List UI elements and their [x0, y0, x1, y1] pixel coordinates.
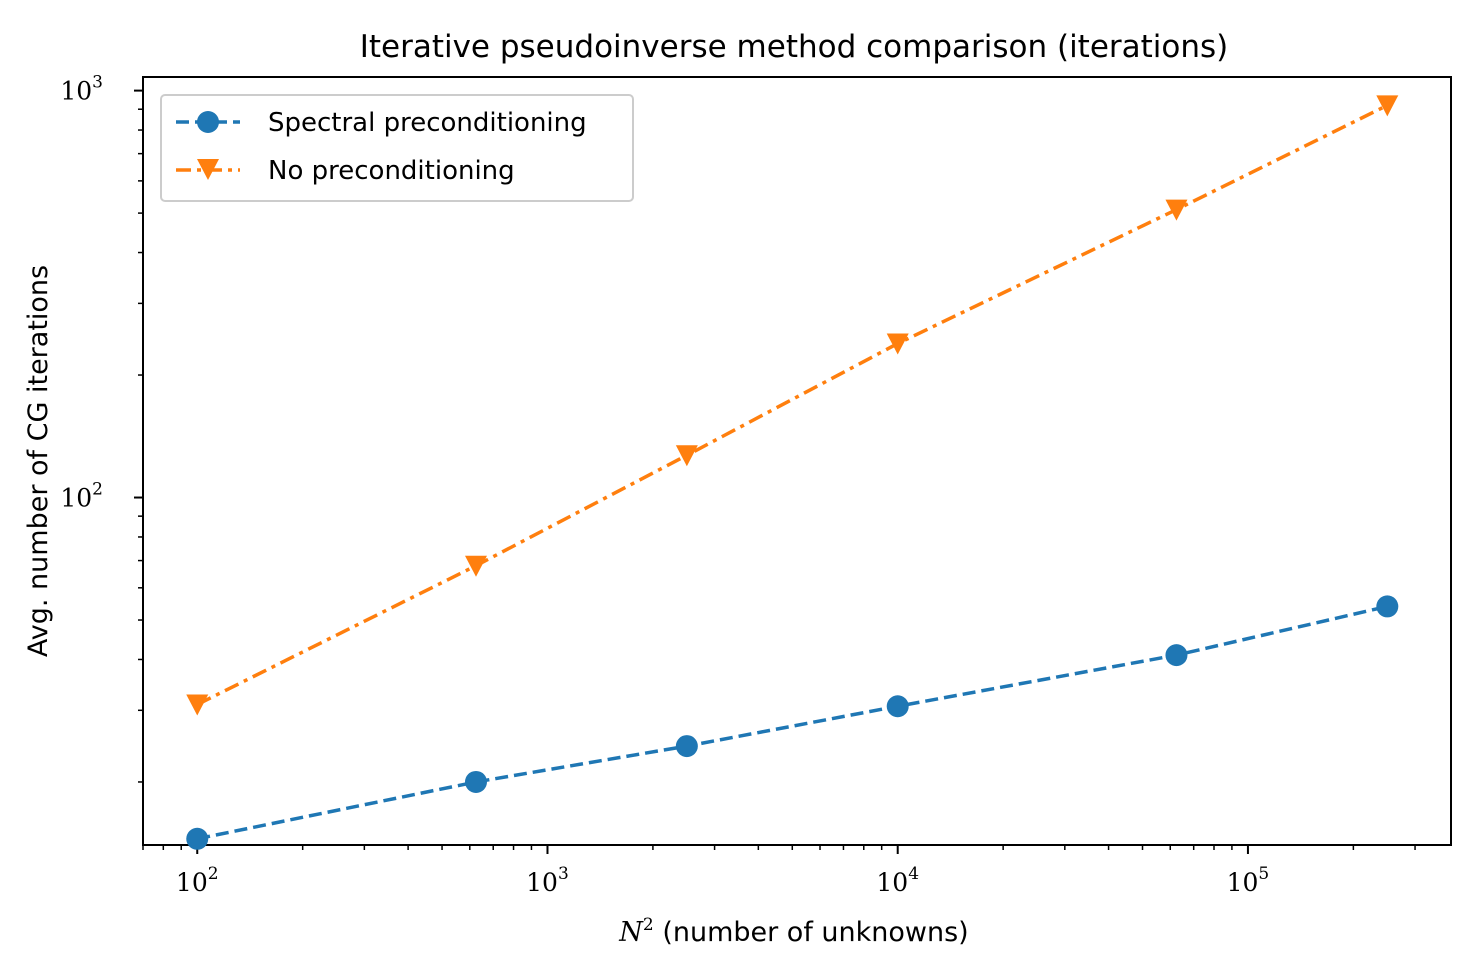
x-tick-label-exponent: 3	[558, 864, 569, 884]
legend-label-no-preconditioning: No preconditioning	[268, 156, 515, 186]
x-axis-label: N2 (number of unknowns)	[618, 915, 968, 948]
x-tick-label: 104	[876, 864, 919, 897]
x-axis-label-text: (number of unknowns)	[654, 917, 969, 948]
x-axis-ticks: 102 103 104 105	[142, 845, 1416, 897]
y-tick-label-base: 10	[60, 484, 92, 513]
legend-marker-spectral	[197, 111, 219, 133]
y-axis-label: Avg. number of CG iterations	[23, 265, 54, 657]
x-tick-label: 105	[1227, 864, 1270, 897]
x-tick-label-base: 10	[176, 868, 208, 897]
x-tick-label-exponent: 4	[908, 864, 919, 884]
data-point-series-1	[1376, 95, 1399, 117]
y-tick-label-exponent: 3	[92, 73, 103, 93]
x-tick-label-exponent: 5	[1258, 864, 1269, 884]
x-tick-label-exponent: 2	[208, 864, 219, 884]
x-axis-label-math: N	[618, 917, 644, 948]
chart-title: Iterative pseudoinverse method compariso…	[360, 29, 1229, 65]
series-line-1	[196, 103, 1389, 707]
y-tick-label: 103	[60, 73, 103, 106]
x-tick-label-base: 10	[526, 868, 558, 897]
y-tick-label-exponent: 2	[92, 480, 103, 500]
plot-area	[142, 76, 1452, 846]
data-point-series-1	[186, 694, 209, 716]
x-tick-label: 103	[526, 864, 569, 897]
series-layer	[186, 95, 1399, 850]
data-point-series-1	[886, 333, 909, 355]
y-tick-label-base: 10	[60, 77, 92, 106]
data-point-series-0	[1165, 644, 1188, 667]
data-point-series-1	[464, 555, 487, 577]
x-tick-label-base: 10	[1227, 868, 1259, 897]
legend-label-spectral: Spectral preconditioning	[268, 108, 587, 138]
data-point-series-0	[675, 735, 698, 758]
x-axis-label-sup: 2	[643, 915, 654, 935]
data-point-series-1	[1165, 199, 1188, 221]
legend: Spectral preconditioning No precondition…	[160, 94, 634, 202]
data-point-series-1	[675, 445, 698, 467]
x-tick-label: 102	[176, 864, 219, 897]
y-tick-label: 102	[60, 480, 103, 513]
legend-entry-spectral: Spectral preconditioning	[176, 108, 587, 138]
legend-box	[160, 94, 634, 202]
data-point-series-0	[1376, 595, 1399, 618]
legend-entry-no-preconditioning: No preconditioning	[176, 156, 515, 186]
data-point-series-0	[886, 695, 909, 718]
data-point-series-0	[464, 770, 487, 793]
data-point-series-0	[186, 827, 209, 850]
series-line-0	[196, 604, 1388, 841]
x-tick-label-base: 10	[876, 868, 908, 897]
legend-marker-no-preconditioning	[197, 159, 219, 180]
